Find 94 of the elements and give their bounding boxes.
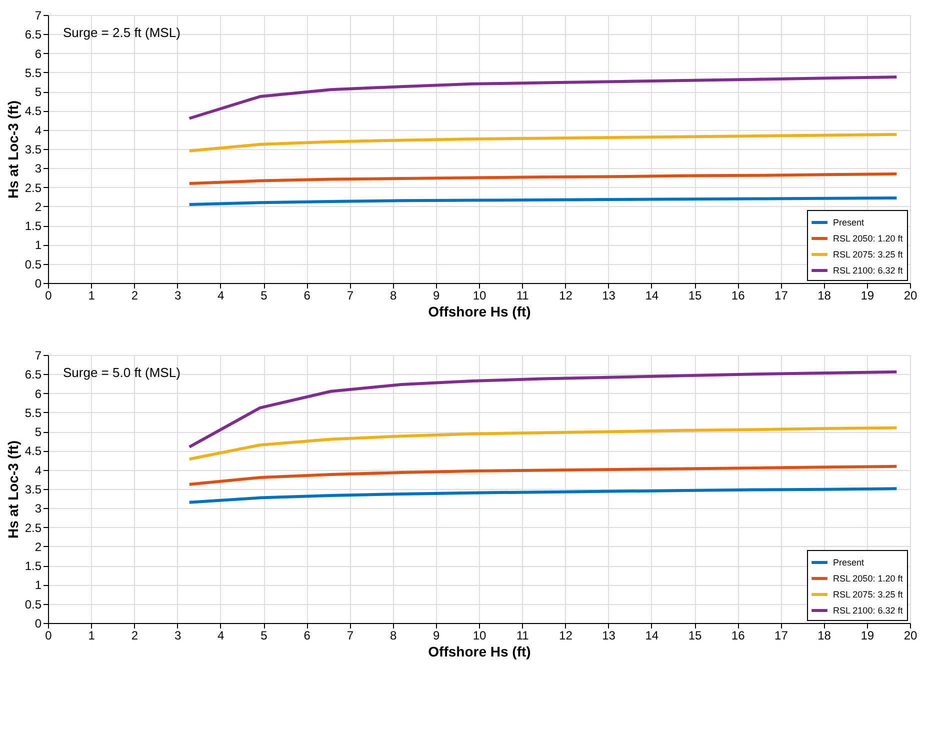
x-tick-label: 4 (218, 288, 225, 302)
x-tick-label: 6 (304, 288, 311, 302)
y-tick-label: 1.5 (24, 559, 42, 574)
y-tick-label: 1 (34, 578, 42, 592)
y-tick-label: 3.5 (24, 142, 42, 156)
y-tick-label: 1.5 (24, 219, 42, 234)
legend-label: Present (833, 218, 865, 228)
y-axis-title: Hs at Loc-3 (ft) (4, 440, 21, 538)
x-tick-label: 11 (516, 288, 530, 302)
x-tick-label: 16 (731, 628, 746, 642)
x-tick-label: 13 (602, 288, 616, 302)
x-tick-label: 0 (45, 288, 52, 302)
x-tick-label: 7 (346, 288, 354, 302)
line-series (188, 426, 898, 461)
x-tick-label: 18 (818, 288, 832, 302)
y-tick-label: 0 (34, 616, 42, 630)
annotation: Surge = 2.5 ft (MSL) (63, 25, 180, 40)
y-tick-label: 2.5 (24, 180, 42, 195)
x-tick-label: 19 (860, 288, 874, 302)
line-series (188, 132, 898, 152)
x-tick-label: 3 (174, 288, 182, 302)
annotation: Surge = 5.0 ft (MSL) (63, 365, 180, 380)
y-tick-label: 6 (34, 46, 42, 61)
legend-label: RSL 2100: 6.32 ft (833, 606, 904, 616)
x-tick-label: 4 (218, 628, 225, 642)
x-axis-title: Offshore Hs (ft) (428, 304, 531, 320)
x-tick-label: 1 (88, 288, 96, 302)
y-tick-label: 0.5 (24, 257, 42, 272)
x-tick-label: 10 (472, 628, 486, 642)
x-tick-label: 1 (88, 628, 96, 642)
legend-label: RSL 2075: 3.25 ft (833, 590, 904, 600)
x-tick-label: 16 (731, 288, 746, 302)
x-tick-label: 12 (559, 288, 573, 302)
x-axis-title: Offshore Hs (ft) (428, 644, 531, 660)
x-tick-label: 11 (516, 628, 530, 642)
y-tick-label: 4 (34, 123, 42, 138)
y-tick-label: 4.5 (24, 104, 42, 118)
x-tick-label: 9 (433, 288, 440, 302)
y-tick-label: 2 (34, 540, 42, 554)
y-tick-label: 5 (34, 85, 42, 100)
line-series (188, 172, 898, 185)
x-tick-label: 8 (390, 288, 397, 302)
x-tick-label: 8 (390, 628, 397, 642)
x-tick-label: 17 (774, 628, 788, 642)
line-series (188, 487, 898, 504)
y-tick-label: 3.5 (24, 482, 42, 496)
y-tick-label: 1 (34, 238, 42, 252)
x-tick-label: 20 (904, 288, 918, 302)
x-tick-label: 7 (346, 628, 354, 642)
x-tick-label: 13 (602, 628, 616, 642)
y-tick-label: 4.5 (24, 444, 42, 458)
y-tick-label: 6.5 (24, 28, 42, 42)
x-tick-label: 10 (472, 288, 486, 302)
x-tick-label: 9 (433, 628, 440, 642)
legend-label: RSL 2075: 3.25 ft (833, 250, 904, 260)
y-tick-label: 7 (34, 348, 42, 362)
y-tick-label: 5 (34, 425, 42, 440)
line-series (188, 76, 898, 120)
y-tick-label: 3 (34, 162, 42, 176)
x-tick-label: 12 (559, 628, 573, 642)
legend-label: Present (833, 558, 865, 568)
x-tick-label: 5 (260, 628, 268, 642)
y-tick-label: 6 (34, 386, 42, 401)
y-axis-title: Hs at Loc-3 (ft) (4, 100, 21, 198)
y-tick-label: 5.5 (24, 66, 42, 80)
x-tick-label: 14 (645, 288, 659, 302)
legend-label: RSL 2050: 1.20 ft (833, 234, 904, 244)
legend-label: RSL 2050: 1.20 ft (833, 574, 904, 584)
x-tick-label: 15 (688, 628, 702, 642)
x-tick-label: 15 (688, 288, 702, 302)
x-tick-label: 20 (904, 628, 918, 642)
y-tick-label: 4 (34, 463, 42, 478)
x-tick-label: 2 (131, 288, 138, 302)
x-tick-label: 17 (774, 288, 788, 302)
y-tick-label: 7 (34, 8, 42, 22)
x-tick-label: 2 (131, 628, 138, 642)
x-tick-label: 5 (260, 288, 268, 302)
y-tick-label: 0.5 (24, 597, 42, 612)
x-tick-label: 3 (174, 628, 182, 642)
y-tick-label: 2 (34, 200, 42, 214)
x-tick-label: 14 (645, 628, 659, 642)
y-tick-label: 2.5 (24, 520, 42, 535)
line-series (188, 464, 898, 486)
y-tick-label: 0 (34, 276, 42, 290)
legend-label: RSL 2100: 6.32 ft (833, 266, 904, 276)
x-tick-label: 0 (45, 628, 52, 642)
x-tick-label: 18 (818, 628, 832, 642)
y-tick-label: 5.5 (24, 406, 42, 420)
y-tick-label: 6.5 (24, 368, 42, 382)
y-tick-label: 3 (34, 502, 42, 516)
line-series (188, 370, 898, 448)
line-series (188, 196, 898, 206)
x-tick-label: 6 (304, 628, 311, 642)
x-tick-label: 19 (860, 628, 874, 642)
